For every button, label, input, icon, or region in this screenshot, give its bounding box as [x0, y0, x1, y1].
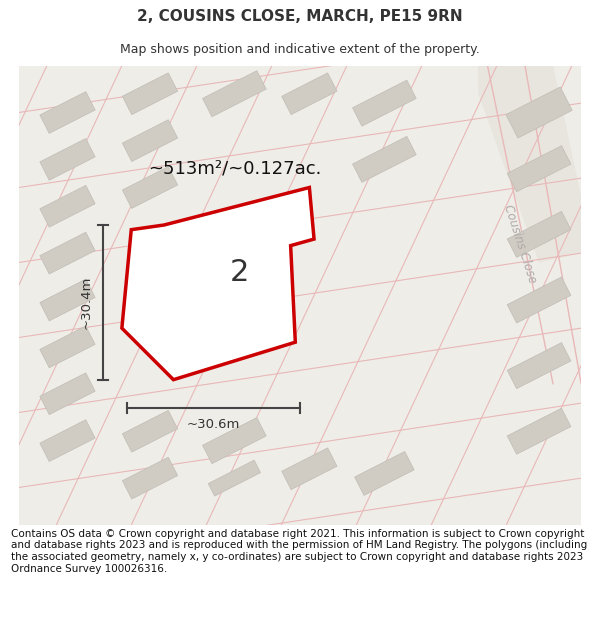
Polygon shape	[478, 66, 581, 262]
Polygon shape	[122, 167, 178, 208]
Polygon shape	[203, 418, 266, 464]
Polygon shape	[40, 373, 95, 414]
Polygon shape	[506, 87, 572, 138]
Polygon shape	[353, 136, 416, 182]
Polygon shape	[40, 326, 95, 367]
Polygon shape	[203, 71, 266, 117]
Polygon shape	[122, 73, 178, 114]
Text: 2, COUSINS CLOSE, MARCH, PE15 9RN: 2, COUSINS CLOSE, MARCH, PE15 9RN	[137, 9, 463, 24]
Polygon shape	[122, 188, 314, 379]
Polygon shape	[507, 342, 571, 389]
Polygon shape	[40, 186, 95, 227]
Polygon shape	[507, 146, 571, 192]
Text: ~30.6m: ~30.6m	[187, 418, 240, 431]
Polygon shape	[282, 448, 337, 489]
Polygon shape	[40, 92, 95, 133]
Text: 2: 2	[229, 258, 249, 287]
Polygon shape	[282, 73, 337, 114]
Polygon shape	[507, 277, 571, 323]
Text: Contains OS data © Crown copyright and database right 2021. This information is : Contains OS data © Crown copyright and d…	[11, 529, 587, 574]
Text: Map shows position and indicative extent of the property.: Map shows position and indicative extent…	[120, 42, 480, 56]
Text: Cousins Close: Cousins Close	[502, 202, 539, 285]
Polygon shape	[122, 458, 178, 499]
Polygon shape	[40, 139, 95, 180]
Polygon shape	[40, 279, 95, 321]
Polygon shape	[122, 120, 178, 161]
Polygon shape	[507, 211, 571, 258]
Polygon shape	[40, 420, 95, 461]
Polygon shape	[208, 460, 260, 496]
Text: ~30.4m: ~30.4m	[80, 276, 93, 329]
Text: ~513m²/~0.127ac.: ~513m²/~0.127ac.	[148, 160, 321, 177]
Polygon shape	[19, 66, 581, 525]
Polygon shape	[353, 80, 416, 126]
Polygon shape	[40, 232, 95, 274]
Polygon shape	[122, 411, 178, 452]
Polygon shape	[355, 451, 414, 496]
Polygon shape	[507, 408, 571, 454]
